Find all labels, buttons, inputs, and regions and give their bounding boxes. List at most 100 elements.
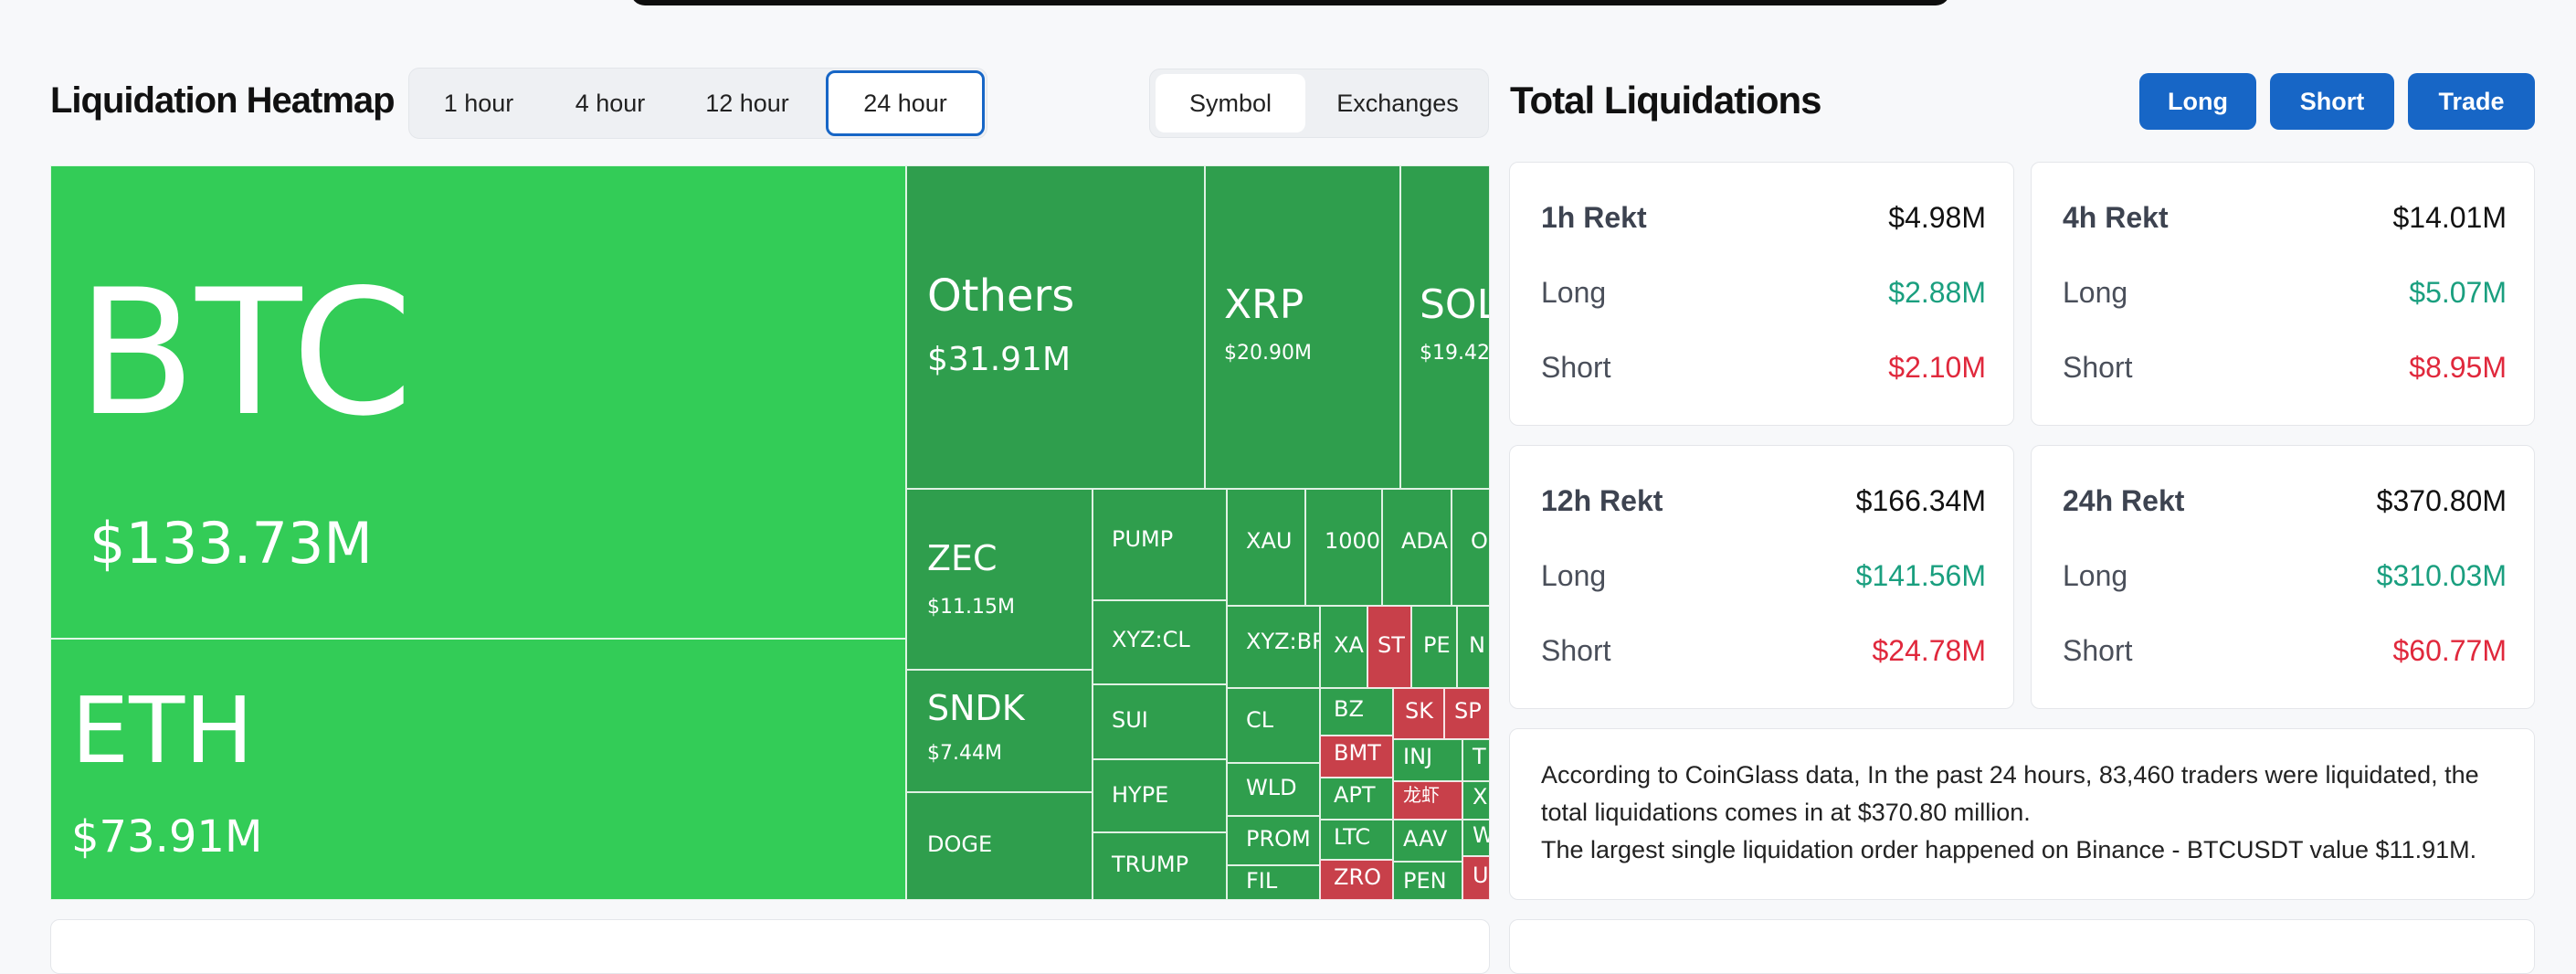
heatmap-tile-inj[interactable]: INJ <box>1393 739 1462 781</box>
tab-12-hour[interactable]: 12 hour <box>705 89 789 117</box>
heatmap-tile-wld[interactable]: WLD <box>1227 763 1320 816</box>
stat-card-1h: 1h Rekt $4.98M Long $2.88M Short $2.10M <box>1509 162 2014 426</box>
tab-24-hour[interactable]: 24 hour <box>826 70 985 136</box>
heatmap-tile-fil[interactable]: FIL <box>1227 865 1320 900</box>
tile-symbol: PE <box>1423 632 1451 658</box>
heatmap-tile-pe[interactable]: PE <box>1411 606 1457 688</box>
short-label: Short <box>1541 634 1611 667</box>
tile-value: $20.90M <box>1224 342 1312 365</box>
tile-symbol: APT <box>1334 782 1376 808</box>
heatmap-tile-pen[interactable]: PEN <box>1393 862 1462 900</box>
totals-title: Total Liquidations <box>1510 79 1822 122</box>
tile-symbol: ADA <box>1401 528 1448 554</box>
tile-symbol: Others <box>927 270 1075 322</box>
heatmap-tile-bmt[interactable]: BMT <box>1320 736 1393 778</box>
trade-button[interactable]: Trade <box>2408 73 2535 130</box>
heatmap-tile-doge[interactable]: DOGE <box>906 792 1093 900</box>
heatmap-tile-eth[interactable]: ETH $73.91M <box>50 639 906 900</box>
tile-symbol: PUMP <box>1112 526 1174 552</box>
heatmap-tile-hype[interactable]: HYPE <box>1093 759 1227 832</box>
short-value: $2.10M <box>1888 351 1986 384</box>
heatmap-tile-sp[interactable]: SP <box>1444 688 1490 739</box>
heatmap-tile-btc[interactable]: BTC $133.73M <box>50 165 906 639</box>
heatmap-tile-pump[interactable]: PUMP <box>1093 489 1227 600</box>
long-value: $2.88M <box>1888 276 1986 309</box>
heatmap-tile-zec[interactable]: ZEC $11.15M <box>906 489 1093 670</box>
stat-label: 4h Rekt <box>2063 201 2169 234</box>
tile-symbol: W <box>1473 824 1489 846</box>
heatmap-tile-st[interactable]: ST <box>1367 606 1411 688</box>
stat-card-12h: 12h Rekt $166.34M Long $141.56M Short $24.7… <box>1509 445 2014 709</box>
tile-symbol: XAU <box>1246 528 1293 554</box>
tile-symbol: SUI <box>1112 707 1148 733</box>
liquidation-summary: According to CoinGlass data, In the past… <box>1509 728 2535 900</box>
stat-label: 24h Rekt <box>2063 484 2185 517</box>
tile-symbol: HYPE <box>1112 782 1169 808</box>
tile-symbol: AAV <box>1403 826 1448 852</box>
heatmap-tile-xyz-cl[interactable]: XYZ:CL <box>1093 600 1227 684</box>
top-bar <box>630 0 1950 5</box>
heatmap-tile-sk[interactable]: SK <box>1393 688 1444 739</box>
heatmap-tile-trump[interactable]: TRUMP <box>1093 832 1227 900</box>
summary-line-2: total liquidations comes in at $370.80 m… <box>1541 799 2031 826</box>
heatmap-tile-sol[interactable]: SOL $19.42M <box>1400 165 1490 489</box>
heatmap-tile-xrp[interactable]: XRP $20.90M <box>1205 165 1400 489</box>
bottom-panel-right <box>1509 919 2535 974</box>
tile-symbol: ST <box>1378 632 1405 658</box>
heatmap-tile-zro[interactable]: ZRO <box>1320 860 1393 900</box>
heatmap-tile-t[interactable]: T <box>1462 739 1490 781</box>
stat-total: $4.98M <box>1888 201 1986 234</box>
tab-exchanges[interactable]: Exchanges <box>1336 89 1459 117</box>
summary-line-1: According to CoinGlass data, In the past… <box>1541 761 2479 789</box>
heatmap-tile-xau[interactable]: XAU <box>1227 489 1305 606</box>
heatmap-tile--[interactable]: 龙虾 <box>1393 781 1462 820</box>
tile-symbol: PEN <box>1403 868 1447 894</box>
stat-card-4h: 4h Rekt $14.01M Long $5.07M Short $8.95M <box>2031 162 2535 426</box>
long-label: Long <box>2063 276 2128 309</box>
heatmap-tile-xyz-br[interactable]: XYZ:BR <box>1227 606 1320 688</box>
long-label: Long <box>1541 276 1607 309</box>
long-label: Long <box>1541 559 1607 592</box>
heatmap-tile-u[interactable]: U <box>1462 856 1490 900</box>
tab-1-hour[interactable]: 1 hour <box>443 89 514 117</box>
heatmap-tile-apt[interactable]: APT <box>1320 778 1393 820</box>
heatmap-tile-cl[interactable]: CL <box>1227 688 1320 763</box>
heatmap-tile-1000p[interactable]: 1000P <box>1305 489 1382 606</box>
heatmap-tile-on[interactable]: ON <box>1452 489 1490 606</box>
heatmap-tile-w[interactable]: W <box>1462 820 1490 856</box>
heatmap-tile-sndk[interactable]: SNDK $7.44M <box>906 670 1093 792</box>
heatmap-tile-aav[interactable]: AAV <box>1393 820 1462 862</box>
tab-4-hour[interactable]: 4 hour <box>575 89 646 117</box>
long-label: Long <box>2063 559 2128 592</box>
stat-label: 12h Rekt <box>1541 484 1663 517</box>
heatmap-tile-prom[interactable]: PROM <box>1227 816 1320 865</box>
liquidation-heatmap: BTC $133.73M ETH $73.91M Others $31.91M XRP $20… <box>50 165 1490 900</box>
long-value: $310.03M <box>2376 559 2507 592</box>
view-tabs: Symbol Exchanges <box>1149 69 1489 138</box>
tile-value: $19.42M <box>1420 342 1490 365</box>
tile-value: $7.44M <box>927 742 1002 765</box>
time-range-tabs: 1 hour 4 hour 12 hour 24 hour <box>408 68 987 139</box>
tile-symbol: X <box>1473 784 1488 810</box>
short-button[interactable]: Short <box>2270 73 2394 130</box>
heatmap-tile-ltc[interactable]: LTC <box>1320 820 1393 860</box>
heatmap-tile-xa[interactable]: XA <box>1320 606 1367 688</box>
tab-symbol[interactable]: Symbol <box>1156 74 1305 132</box>
tile-symbol: DOGE <box>927 831 993 857</box>
heatmap-tile-sui[interactable]: SUI <box>1093 684 1227 759</box>
heatmap-tile-others[interactable]: Others $31.91M <box>906 165 1205 489</box>
summary-line-3: The largest single liquidation order hap… <box>1541 836 2477 863</box>
heatmap-title: Liquidation Heatmap <box>50 80 396 121</box>
heatmap-tile-ada[interactable]: ADA <box>1382 489 1452 606</box>
short-label: Short <box>2063 351 2133 384</box>
tile-symbol: U <box>1473 863 1489 888</box>
stat-total: $166.34M <box>1855 484 1986 517</box>
heatmap-tile-n[interactable]: N <box>1457 606 1490 688</box>
heatmap-tile-bz[interactable]: BZ <box>1320 688 1393 736</box>
long-button[interactable]: Long <box>2139 73 2256 130</box>
tile-value: $31.91M <box>927 341 1072 378</box>
heatmap-tile-x[interactable]: X <box>1462 781 1490 820</box>
tile-symbol: FIL <box>1246 868 1278 894</box>
tile-symbol: SOL <box>1420 281 1489 328</box>
tile-value: $11.15M <box>927 596 1015 619</box>
